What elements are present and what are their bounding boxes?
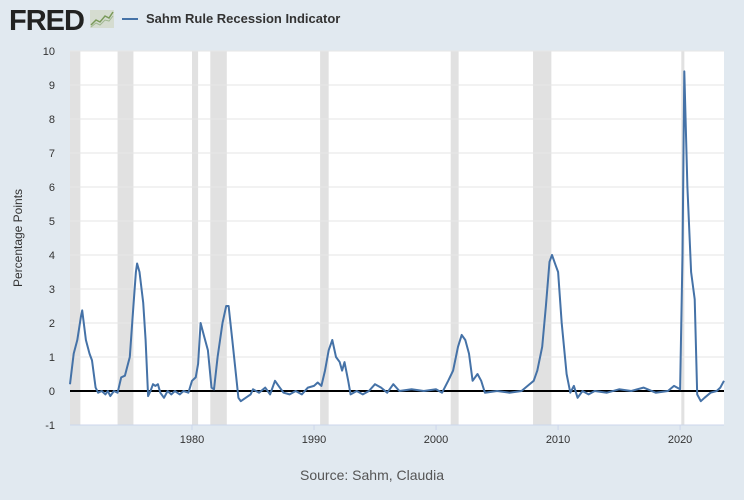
legend: Sahm Rule Recession Indicator <box>122 11 340 26</box>
y-tick-label: 4 <box>49 250 55 262</box>
x-tick-label: 2020 <box>668 434 692 446</box>
recession-shade <box>320 51 329 425</box>
y-tick-label: 10 <box>43 46 55 58</box>
series-line <box>69 70 725 403</box>
y-tick-label: 3 <box>49 284 55 296</box>
y-tick-label: 1 <box>49 352 55 364</box>
recession-shade <box>450 51 459 425</box>
recession-shade <box>70 51 81 425</box>
fred-logo[interactable]: FRED <box>9 5 85 37</box>
y-tick-label: 0 <box>49 386 55 398</box>
recession-shade <box>210 51 227 425</box>
y-tick-label: 7 <box>49 148 55 160</box>
y-tick-label: 5 <box>49 216 55 228</box>
plot-area <box>70 51 724 425</box>
y-tick-label: 9 <box>49 80 55 92</box>
recession-shade <box>192 51 199 425</box>
y-axis-label: Percentage Points <box>11 189 25 287</box>
x-tick-label: 1990 <box>302 434 326 446</box>
y-tick-label: 6 <box>49 182 55 194</box>
y-tick-label: -1 <box>45 420 55 432</box>
y-tick-label: 2 <box>49 318 55 330</box>
x-tick-label: 2000 <box>424 434 448 446</box>
legend-label: Sahm Rule Recession Indicator <box>146 11 341 26</box>
recession-shade <box>533 51 552 425</box>
source-note: Source: Sahm, Claudia <box>300 467 444 483</box>
x-tick-label: 1980 <box>180 434 204 446</box>
x-tick-label: 2010 <box>546 434 570 446</box>
recession-shade <box>117 51 134 425</box>
y-tick-label: 8 <box>49 114 55 126</box>
fred-graph-icon <box>90 10 114 28</box>
legend-swatch <box>122 17 138 20</box>
